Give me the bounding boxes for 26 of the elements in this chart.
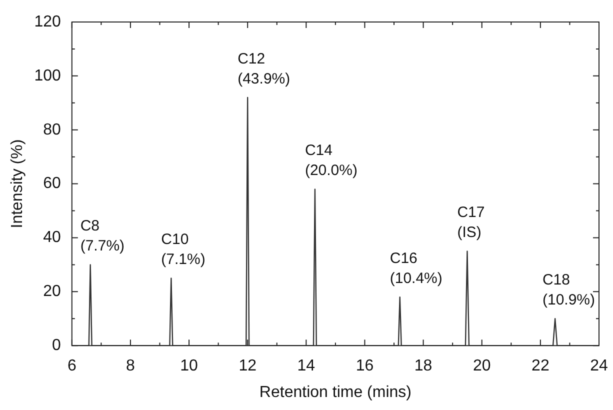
y-tick-label: 0	[52, 337, 61, 354]
x-tick-label: 24	[590, 358, 608, 375]
x-tick-label: 16	[356, 358, 374, 375]
y-tick-label: 20	[43, 283, 61, 300]
y-tick-label: 40	[43, 229, 61, 246]
annotation: C8 (7.7%)	[80, 218, 125, 255]
x-tick-label: 8	[126, 358, 136, 375]
y-tick-label: 100	[34, 67, 61, 84]
y-tick-label: 60	[43, 175, 61, 192]
y-axis-title: Intensity (%)	[9, 139, 26, 228]
x-tick-label: 20	[472, 358, 491, 375]
annotation: C18 (10.9%)	[542, 272, 596, 309]
y-tick-label: 120	[34, 13, 61, 30]
x-tick-label: 18	[414, 358, 432, 375]
y-tick-label: 80	[43, 121, 61, 138]
x-tick-label: 12	[238, 358, 257, 375]
x-tick-label: 10	[180, 358, 198, 375]
x-tick-label: 6	[67, 358, 76, 375]
annotation: C16 (10.4%)	[390, 250, 442, 288]
x-axis-title: Retention time (mins)	[259, 384, 412, 401]
x-tick-label: 22	[532, 358, 550, 375]
annotation: C10 (7.1%)	[161, 231, 206, 268]
annotation: C14 (20.0%)	[304, 142, 358, 180]
annotation: C17 (IS)	[457, 204, 485, 242]
x-tick-label: 14	[297, 358, 316, 375]
annotation: C12 (43.9%)	[238, 50, 290, 88]
